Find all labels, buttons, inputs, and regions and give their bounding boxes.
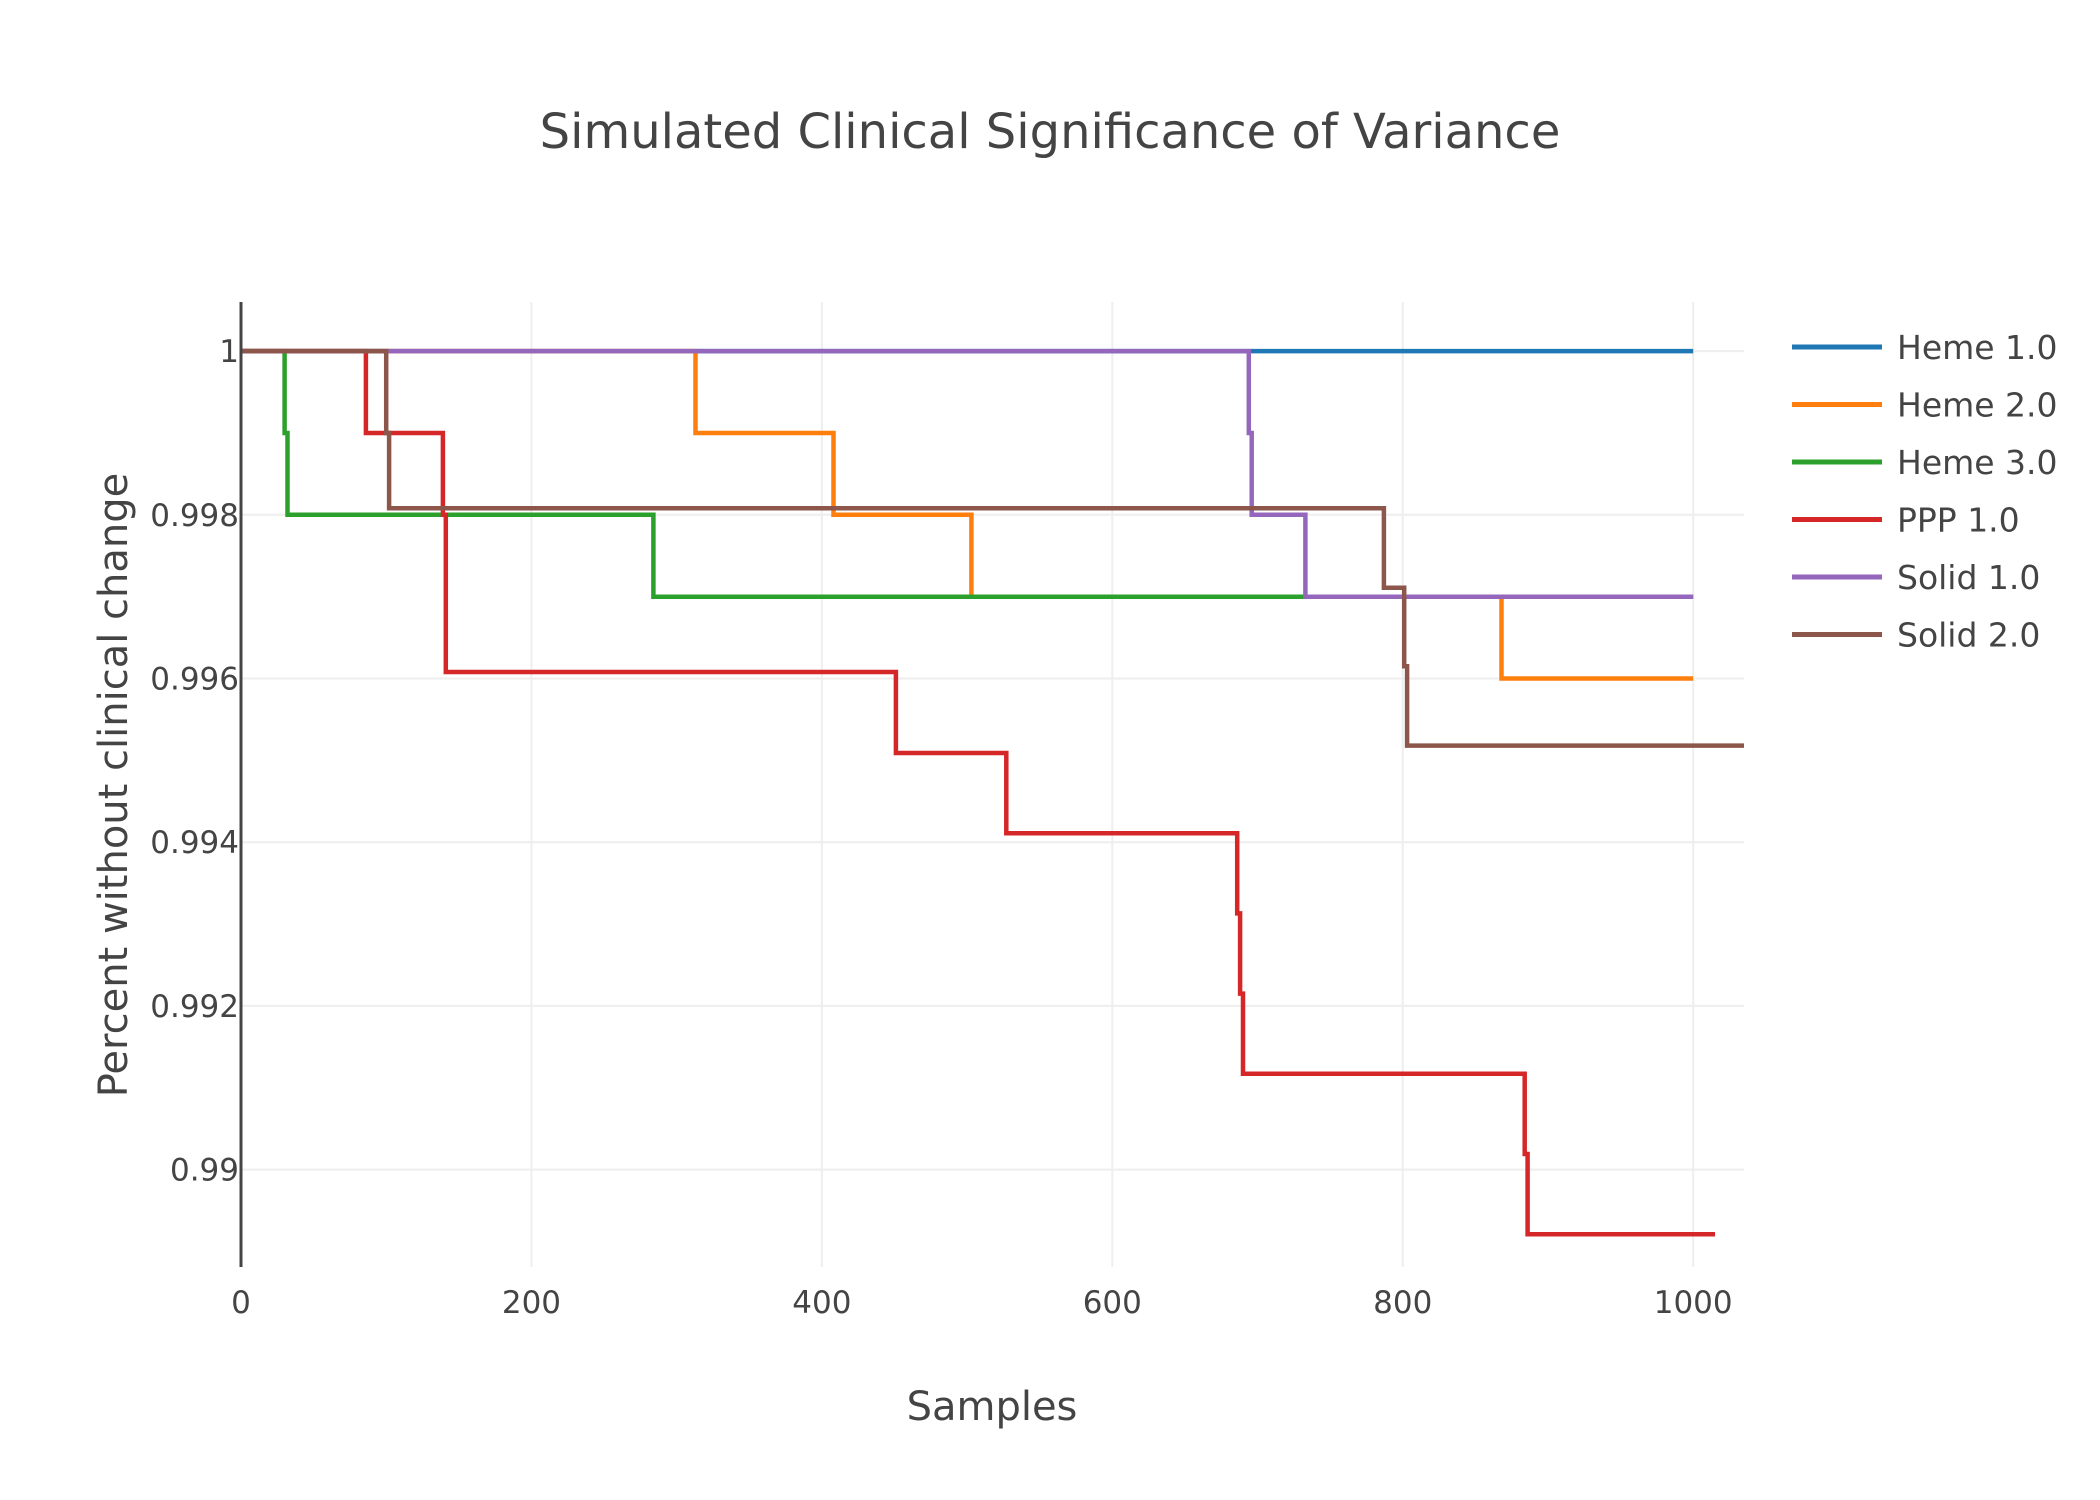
legend-label-solid-2-0: Solid 2.0 — [1897, 616, 2040, 655]
y-axis-title: Percent without clinical change — [91, 473, 137, 1098]
series-line-heme-3-0 — [241, 348, 1694, 599]
y-tick-label: 0.998 — [150, 498, 239, 534]
x-tick-label: 800 — [1373, 1285, 1432, 1321]
legend-label-heme-2-0: Heme 2.0 — [1897, 386, 2058, 425]
series-line-heme-2-0 — [241, 348, 1694, 681]
grid — [241, 302, 1744, 1267]
legend-label-heme-3-0: Heme 3.0 — [1897, 443, 2058, 482]
series-line-solid-2-0 — [241, 348, 1744, 748]
x-tick-label: 0 — [231, 1285, 251, 1321]
legend-label-heme-1-0: Heme 1.0 — [1897, 328, 2058, 367]
plot-area — [241, 348, 1744, 1237]
series-line-solid-1-0 — [241, 348, 1694, 599]
x-tick-label: 1000 — [1654, 1285, 1733, 1321]
legend: Heme 1.0 Heme 2.0 Heme 3.0 PPP 1.0 Solid 1.0… — [1792, 328, 2058, 655]
x-tick-label: 400 — [792, 1285, 851, 1321]
y-tick-label: 0.99 — [170, 1153, 239, 1189]
y-tick-label: 0.992 — [150, 989, 239, 1025]
y-tick-label: 0.996 — [150, 662, 239, 698]
x-axis-title: Samples — [907, 1384, 1078, 1430]
y-tick-label: 1 — [219, 334, 239, 370]
x-tick-label: 200 — [502, 1285, 561, 1321]
series-line-ppp-1-0 — [241, 348, 1715, 1237]
x-axis-ticks: 0 200 400 600 800 1000 — [231, 1285, 1732, 1321]
y-axis-ticks: 0.99 0.992 0.994 0.996 0.998 1 — [150, 334, 239, 1188]
legend-label-solid-1-0: Solid 1.0 — [1897, 558, 2040, 597]
y-tick-label: 0.994 — [150, 825, 239, 861]
legend-label-ppp-1-0: PPP 1.0 — [1897, 501, 2020, 540]
chart-title: Simulated Clinical Significance of Varia… — [540, 104, 1561, 160]
x-tick-label: 600 — [1083, 1285, 1142, 1321]
